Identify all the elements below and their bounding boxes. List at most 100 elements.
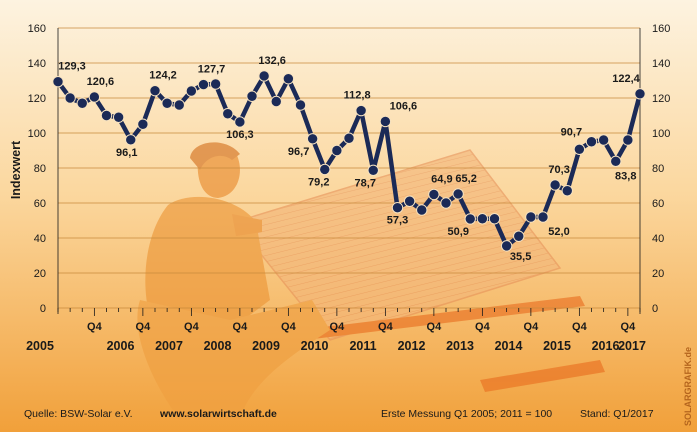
- y-tick-label-right: 40: [652, 233, 664, 245]
- data-point: [525, 211, 537, 223]
- roof-beam-shape-lower: [480, 360, 605, 392]
- year-label: 2015: [543, 339, 571, 353]
- data-label: 83,8: [615, 170, 636, 182]
- y-tick-label-left: 40: [34, 233, 46, 245]
- data-point: [440, 197, 452, 209]
- data-point: [125, 134, 137, 146]
- worker-legs-shape: [137, 300, 330, 420]
- quarter-tick-label: Q4: [427, 321, 443, 333]
- data-label: 106,6: [390, 100, 418, 112]
- roof-beam-shape: [300, 296, 585, 340]
- data-point: [585, 136, 598, 148]
- data-point: [246, 90, 258, 102]
- data-point: [282, 73, 295, 85]
- y-tick-label-right: 80: [652, 163, 664, 175]
- data-point: [52, 76, 64, 88]
- year-label: 2009: [252, 339, 280, 353]
- data-point: [258, 70, 270, 82]
- quarter-tick-label: Q4: [233, 321, 249, 333]
- y-tick-label-left: 60: [34, 198, 46, 210]
- data-point: [185, 85, 198, 97]
- source-credit: Quelle: BSW-Solar e.V.: [24, 408, 133, 420]
- year-label: 2006: [107, 339, 135, 353]
- year-label: 2007: [155, 339, 183, 353]
- y-tick-label-right: 20: [652, 268, 664, 280]
- year-label: 2014: [495, 339, 523, 353]
- data-point: [209, 78, 222, 90]
- data-point: [112, 111, 125, 123]
- year-label: 2012: [398, 339, 426, 353]
- stand-note: Stand: Q1/2017: [580, 408, 654, 420]
- data-point: [88, 91, 101, 103]
- data-point: [597, 134, 610, 146]
- data-point: [476, 213, 489, 225]
- data-label: 129,3: [58, 61, 86, 73]
- data-label: 64,9: [431, 173, 452, 185]
- data-label: 90,7: [561, 126, 582, 138]
- data-point: [319, 163, 331, 176]
- y-tick-label-left: 120: [28, 93, 46, 105]
- data-label: 120,6: [87, 76, 115, 88]
- data-point: [452, 188, 464, 200]
- series-layer: [52, 70, 646, 252]
- worker-hair-shape: [190, 142, 240, 170]
- y-tick-label-left: 140: [28, 58, 46, 70]
- worker-arm-shape: [232, 214, 262, 236]
- data-point: [222, 108, 234, 120]
- data-point: [137, 118, 149, 130]
- data-point: [500, 240, 513, 252]
- data-point: [331, 144, 343, 157]
- data-label: 106,3: [226, 129, 254, 141]
- y-tick-label-right: 160: [652, 23, 670, 35]
- data-point: [234, 116, 246, 128]
- data-point: [149, 84, 161, 97]
- data-label: 127,7: [198, 64, 226, 76]
- data-label: 35,5: [510, 251, 531, 263]
- data-label: 132,6: [258, 55, 286, 67]
- quarter-tick-label: Q4: [378, 321, 394, 333]
- source-url[interactable]: www.solarwirtschaft.de: [160, 408, 277, 420]
- y-tick-label-left: 0: [40, 303, 46, 315]
- quarter-tick-label: Q4: [475, 321, 491, 333]
- y-axis-label: Indexwert: [9, 140, 23, 199]
- year-label: 2017: [618, 339, 646, 353]
- data-point: [464, 213, 476, 225]
- data-point: [294, 99, 307, 111]
- quarter-tick-label: Q4: [621, 321, 637, 333]
- data-point: [403, 195, 416, 207]
- data-label: 112,8: [344, 90, 371, 102]
- quarter-tick-label: Q4: [572, 321, 588, 333]
- quarter-tick-label: Q4: [281, 321, 297, 333]
- measurement-note: Erste Messung Q1 2005; 2011 = 100: [381, 408, 553, 420]
- y-tick-label-right: 120: [652, 93, 670, 105]
- grid-lines: [58, 27, 640, 309]
- quarter-tick-label: Q4: [184, 321, 200, 333]
- data-label: 79,2: [308, 176, 329, 188]
- y-tick-label-left: 160: [28, 23, 46, 35]
- quarter-tick-label: Q4: [87, 321, 103, 333]
- y-tick-label-right: 140: [652, 58, 670, 70]
- data-point: [488, 213, 501, 225]
- data-label: 70,3: [548, 164, 569, 176]
- data-point: [513, 230, 525, 242]
- data-label: 124,2: [149, 70, 177, 82]
- data-point: [270, 95, 282, 108]
- y-tick-label-left: 100: [28, 128, 46, 140]
- y-tick-label-left: 80: [34, 163, 46, 175]
- data-point: [197, 78, 210, 91]
- y-tick-label-left: 20: [34, 268, 46, 280]
- data-label: 122,4: [612, 73, 640, 85]
- data-point: [367, 164, 379, 176]
- data-point: [549, 179, 561, 191]
- data-point: [634, 88, 646, 100]
- data-point: [343, 132, 355, 144]
- data-label: 78,7: [355, 177, 376, 189]
- data-label: 96,1: [116, 147, 137, 159]
- data-point: [428, 188, 440, 201]
- data-point: [100, 109, 113, 122]
- quarter-tick-label: Q4: [330, 321, 346, 333]
- solar-worker-illustration: [137, 142, 605, 420]
- data-point: [173, 99, 185, 111]
